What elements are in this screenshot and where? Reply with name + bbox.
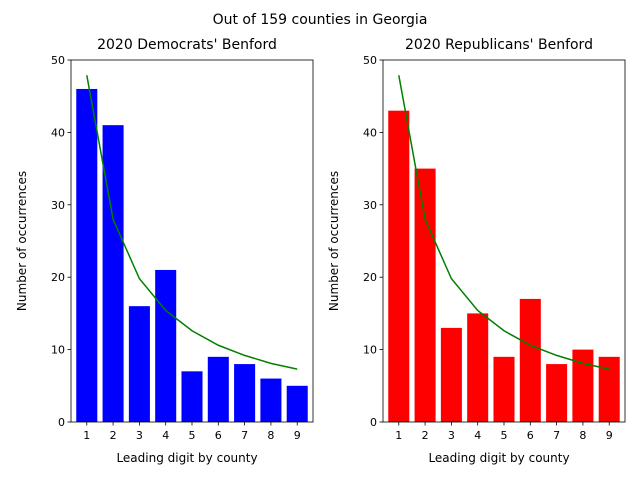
x-tick-label: 2 <box>422 429 429 442</box>
bar-digit-2 <box>414 168 436 422</box>
bar-digit-8 <box>260 378 282 422</box>
y-tick-label: 40 <box>51 126 65 139</box>
x-tick-label: 7 <box>553 429 560 442</box>
y-tick-label: 20 <box>51 271 65 284</box>
bar-digit-5 <box>181 371 203 422</box>
bar-digit-7 <box>234 364 256 422</box>
x-tick-label: 6 <box>215 429 222 442</box>
x-tick-label: 8 <box>267 429 274 442</box>
y-tick-label: 0 <box>370 416 377 429</box>
x-axis-label: Leading digit by county <box>116 451 257 465</box>
x-tick-label: 7 <box>241 429 248 442</box>
y-tick-label: 30 <box>363 199 377 212</box>
y-axis-label: Number of occurrences <box>327 171 341 311</box>
bar-digit-2 <box>102 125 124 422</box>
x-tick-label: 9 <box>606 429 613 442</box>
x-tick-label: 2 <box>110 429 117 442</box>
bar-digit-6 <box>207 356 229 422</box>
benford-expected-line <box>86 75 298 370</box>
chart-republicans: 2020 Republicans' Benford Leading digit … <box>327 37 626 465</box>
bar-digit-1 <box>76 88 98 423</box>
bar-digit-6 <box>519 298 541 422</box>
bar-digit-4 <box>467 313 489 422</box>
x-tick-label: 4 <box>162 429 169 442</box>
x-tick-label: 6 <box>527 429 534 442</box>
x-tick-label: 9 <box>294 429 301 442</box>
bar-digit-7 <box>546 364 568 422</box>
bar-digit-4 <box>155 269 177 422</box>
x-axis-label: Leading digit by county <box>428 451 569 465</box>
x-tick-label: 3 <box>448 429 455 442</box>
x-tick-label: 5 <box>501 429 508 442</box>
x-tick-label: 1 <box>83 429 90 442</box>
bar-digit-9 <box>598 356 620 422</box>
benford-expected-line <box>398 75 610 370</box>
y-tick-label: 50 <box>51 54 65 67</box>
y-tick-label: 10 <box>363 344 377 357</box>
bar-digit-5 <box>493 356 515 422</box>
y-tick-label: 0 <box>58 416 65 429</box>
chart-title: 2020 Republicans' Benford <box>405 37 593 53</box>
x-tick-label: 4 <box>474 429 481 442</box>
figure-suptitle: Out of 159 counties in Georgia <box>213 12 428 28</box>
chart-democrats: 2020 Democrats' Benford Leading digit by… <box>15 37 314 465</box>
x-tick-label: 3 <box>136 429 143 442</box>
x-tick-label: 1 <box>395 429 402 442</box>
y-tick-label: 50 <box>363 54 377 67</box>
bar-digit-3 <box>440 327 462 422</box>
y-tick-label: 20 <box>363 271 377 284</box>
bar-digit-1 <box>388 110 410 423</box>
x-tick-label: 5 <box>189 429 196 442</box>
bar-digit-9 <box>286 385 308 422</box>
y-tick-label: 40 <box>363 126 377 139</box>
chart-title: 2020 Democrats' Benford <box>97 37 277 53</box>
y-tick-label: 30 <box>51 199 65 212</box>
bar-digit-8 <box>572 349 594 422</box>
y-axis-label: Number of occurrences <box>15 171 29 311</box>
x-tick-label: 8 <box>579 429 586 442</box>
y-tick-label: 10 <box>51 344 65 357</box>
bar-digit-3 <box>128 306 150 422</box>
